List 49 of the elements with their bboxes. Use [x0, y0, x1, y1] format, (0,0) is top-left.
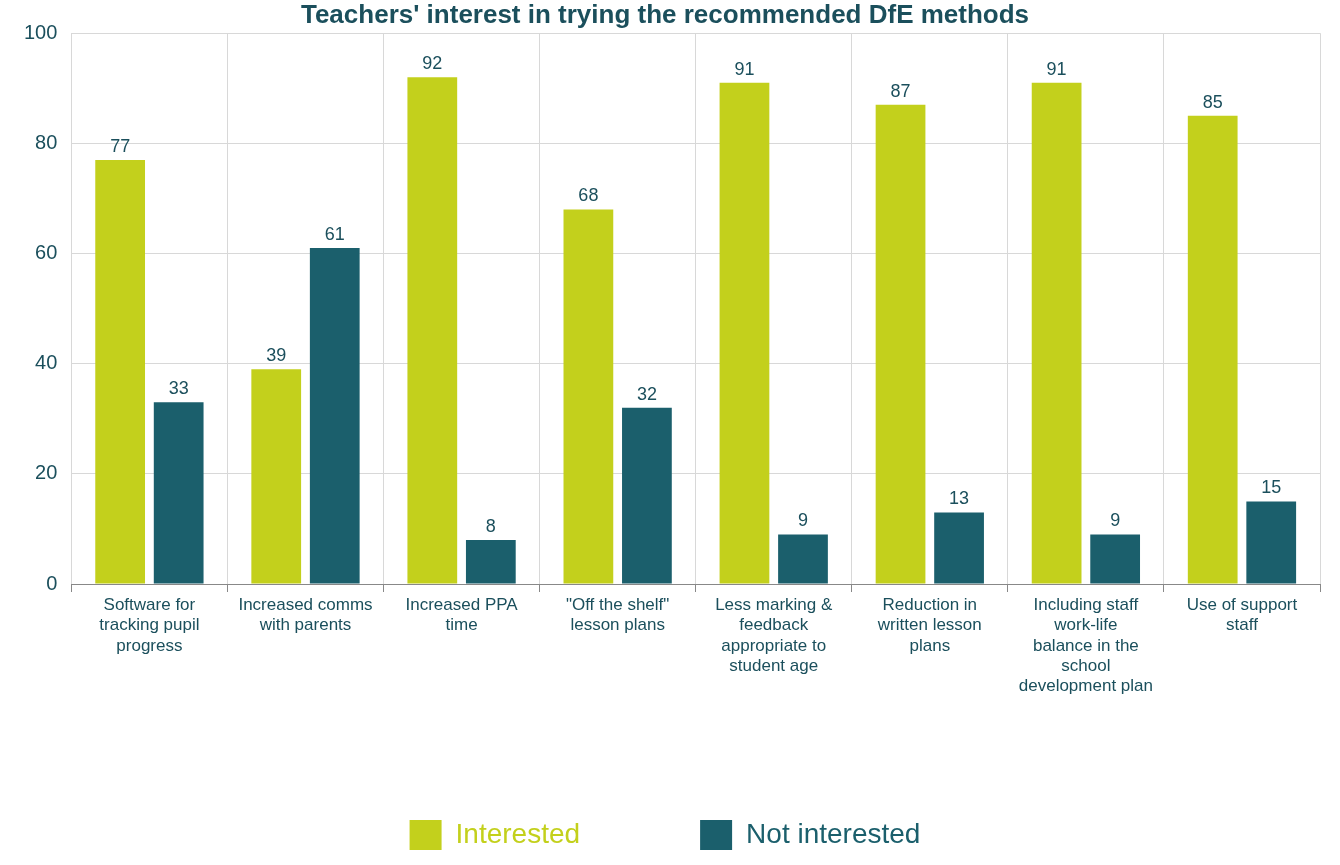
bar: [1187, 115, 1238, 584]
bar: [719, 82, 770, 584]
bar: [934, 512, 984, 584]
y-tick-label: 80: [35, 130, 58, 153]
bar: [1031, 82, 1082, 584]
x-tick-label: Including staff work-life balance in the school development plan: [1018, 594, 1153, 696]
bar: [1246, 501, 1297, 584]
data-label: 15: [1261, 477, 1282, 498]
x-tick-label: Increased PPA time: [405, 594, 519, 635]
y-tick-label: 60: [35, 241, 58, 264]
data-label: 68: [578, 185, 599, 206]
legend-label: Interested: [455, 817, 581, 849]
bar: [622, 407, 672, 584]
data-label: 61: [324, 223, 345, 244]
x-tick-label: Increased comms with parents: [238, 594, 373, 635]
x-tick-label: Software for tracking pupil progress: [99, 594, 200, 655]
y-tick-label: 100: [23, 20, 58, 43]
data-label: 39: [266, 345, 287, 366]
chart-title: Teachers' interest in trying the recommended DfE methods: [300, 0, 1030, 29]
data-label: 87: [890, 80, 911, 101]
data-label: 33: [168, 378, 189, 399]
y-tick-label: 0: [46, 571, 58, 594]
bar: [251, 369, 302, 584]
x-tick-label: Less marking & feedback appropriate to student age: [715, 594, 833, 676]
bar: [875, 104, 926, 584]
data-label: 9: [797, 510, 808, 531]
bar: [153, 402, 204, 584]
data-label: 92: [422, 53, 443, 74]
x-tick-label: Use of support staff: [1186, 594, 1298, 635]
data-label: 91: [1046, 58, 1067, 79]
bar: [465, 539, 516, 584]
data-label: 32: [636, 383, 657, 404]
x-tick-label: "Off the shelf" lesson plans: [565, 594, 670, 635]
data-label: 91: [734, 58, 755, 79]
data-label: 77: [110, 135, 131, 156]
data-label: 8: [485, 515, 496, 536]
legend-label: Not interested: [746, 817, 921, 849]
bar: [407, 77, 458, 584]
x-tick-label: Reduction in written lesson plans: [876, 594, 982, 655]
data-label: 13: [949, 488, 970, 509]
data-label: 9: [1110, 510, 1121, 531]
data-label: 85: [1202, 91, 1223, 112]
bar: [778, 534, 828, 584]
bar: [309, 248, 360, 584]
bar: [1090, 534, 1141, 584]
bar: [95, 159, 146, 584]
y-tick-label: 40: [35, 351, 58, 374]
y-tick-label: 20: [35, 461, 58, 484]
bar: [563, 209, 614, 584]
